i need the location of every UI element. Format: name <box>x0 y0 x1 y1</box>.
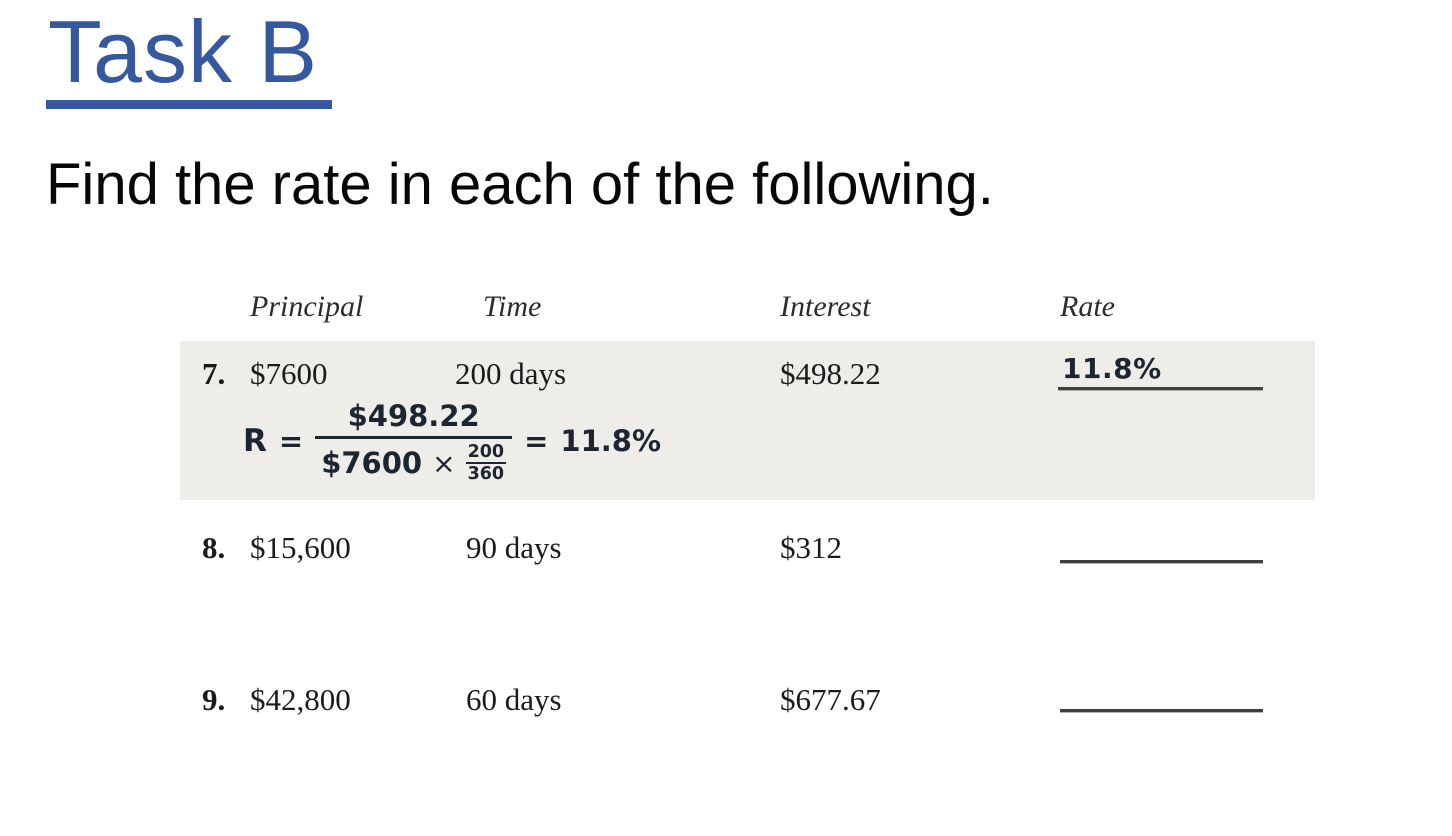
interest-value: $498.22 <box>780 356 881 391</box>
result-equals-sign: = <box>524 424 549 458</box>
column-header-interest: Interest <box>780 290 871 323</box>
rate-answer-line <box>1058 387 1263 390</box>
time-value: 200 days <box>455 356 567 391</box>
table-row: 9. $42,800 60 days $677.67 <box>0 682 1452 722</box>
column-header-principal: Principal <box>250 290 364 323</box>
interest-value: $312 <box>780 530 842 565</box>
rate-answer-line <box>1060 709 1263 712</box>
instruction-text: Find the rate in each of the following. <box>46 152 994 217</box>
fraction-denominator: $7600 × 200 360 <box>315 435 513 484</box>
solved-row-highlight <box>180 341 1315 500</box>
page-title: Task B <box>46 8 333 109</box>
problem-number: 8. <box>202 530 226 565</box>
column-header-rate: Rate <box>1060 290 1115 323</box>
principal-value: $42,800 <box>250 682 351 717</box>
principal-value: $7600 <box>250 356 328 391</box>
table-row: 8. $15,600 90 days $312 <box>0 530 1452 570</box>
rate-answer: 11.8% <box>1062 352 1162 385</box>
time-value: 90 days <box>466 530 562 565</box>
inner-fraction-denominator: 360 <box>467 464 505 484</box>
solution-formula: R = $498.22 $7600 × 200 360 = 11.8% <box>243 398 661 484</box>
multiplication-sign: × <box>432 446 456 480</box>
denominator-principal: $7600 <box>321 446 423 480</box>
rate-answer-line <box>1060 560 1263 563</box>
inner-fraction-numerator: 200 <box>465 442 507 464</box>
fraction-numerator: $498.22 <box>347 398 480 433</box>
equals-sign: = <box>278 424 304 458</box>
problem-number: 7. <box>202 356 226 391</box>
column-header-time: Time <box>483 290 542 323</box>
inner-fraction: 200 360 <box>465 442 507 484</box>
formula-lhs: R <box>243 423 267 459</box>
formula-fraction: $498.22 $7600 × 200 360 <box>315 398 513 484</box>
principal-value: $15,600 <box>250 530 351 565</box>
table-row: 7. $7600 200 days $498.22 11.8% <box>0 352 1452 396</box>
interest-value: $677.67 <box>780 682 881 717</box>
formula-result: 11.8% <box>560 424 662 458</box>
problem-number: 9. <box>202 682 226 717</box>
time-value: 60 days <box>466 682 562 717</box>
